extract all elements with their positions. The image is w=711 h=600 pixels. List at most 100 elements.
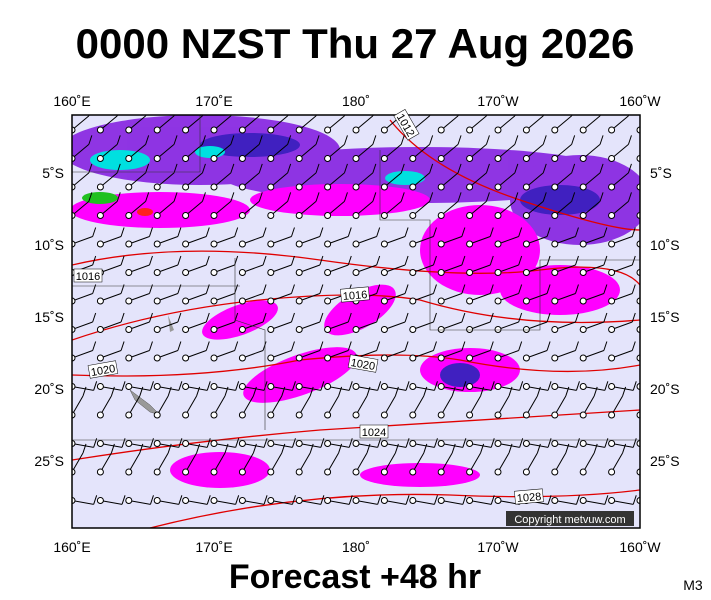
wind-barb	[441, 350, 463, 359]
station	[608, 326, 616, 333]
station	[409, 240, 417, 248]
wind-barb	[611, 236, 633, 245]
station	[380, 240, 388, 248]
wind-barb	[546, 255, 551, 266]
wind-barb	[489, 227, 494, 237]
lat-label: 5˚S	[650, 165, 672, 181]
wind-barb	[355, 395, 368, 416]
wind-barb	[234, 312, 239, 323]
wind-barb	[384, 350, 406, 359]
station	[125, 411, 133, 419]
wind-barb	[599, 135, 604, 145]
wind-barb	[423, 443, 428, 454]
wind-barb	[327, 172, 345, 188]
wind-barb	[574, 227, 579, 237]
lat-label: 15˚S	[34, 309, 64, 325]
wind-barb	[258, 135, 263, 145]
isobar-label: 1020	[90, 363, 116, 379]
wind-barb	[355, 443, 378, 448]
wind-barb	[72, 386, 94, 391]
station	[579, 497, 587, 504]
wind-barb	[100, 386, 123, 391]
wind-barb	[309, 386, 314, 397]
wind-barb	[185, 200, 203, 216]
wind-barb	[489, 284, 494, 294]
wind-barb	[611, 293, 633, 302]
wind-barb	[457, 192, 462, 202]
station	[352, 155, 360, 162]
station	[210, 411, 218, 419]
wind-barb	[213, 321, 235, 330]
wind-barb	[185, 115, 203, 131]
wind-barb	[281, 386, 286, 397]
wind-barb	[514, 192, 519, 202]
station	[466, 440, 474, 447]
station	[608, 155, 616, 162]
wind-barb	[128, 172, 146, 188]
wind-barb	[343, 163, 348, 174]
wind-barb	[270, 115, 288, 131]
wind-barb	[554, 500, 577, 505]
wind-barb	[262, 312, 267, 323]
wind-barb	[88, 163, 93, 174]
wind-barb	[372, 135, 377, 145]
wind-barb	[583, 500, 605, 505]
station	[295, 354, 303, 362]
wind-barb	[128, 236, 150, 245]
wind-barb	[242, 350, 264, 359]
wind-barb	[128, 200, 146, 216]
station	[210, 126, 218, 134]
wind-barb	[440, 395, 453, 416]
wind-barb	[412, 350, 434, 359]
wind-barb	[384, 143, 402, 159]
wind-barb	[372, 163, 377, 174]
wind-barb	[639, 214, 640, 216]
wind-barb	[440, 200, 459, 216]
station	[579, 326, 587, 333]
wind-barb	[299, 293, 321, 302]
wind-barb	[497, 236, 519, 245]
station	[466, 240, 474, 248]
wind-barb	[639, 300, 640, 301]
wind-barb	[72, 321, 93, 330]
wind-barb	[583, 386, 605, 391]
wind-barb	[485, 163, 490, 174]
wind-barb	[263, 381, 268, 391]
station	[96, 183, 104, 191]
wind-barb	[661, 256, 664, 265]
station	[153, 383, 161, 390]
wind-barb	[128, 293, 150, 302]
wind-barb	[348, 381, 353, 391]
wind-barb	[100, 321, 122, 330]
wind-barb	[128, 395, 141, 416]
station	[267, 269, 275, 276]
station	[125, 440, 133, 447]
wind-barb	[177, 341, 182, 351]
wind-barb	[298, 143, 317, 159]
station	[295, 411, 303, 419]
station	[238, 354, 246, 362]
station	[437, 326, 445, 333]
wind-barb	[526, 321, 548, 330]
station	[295, 468, 303, 476]
lat-label: 5˚S	[42, 165, 64, 181]
lon-label: 160˚E	[53, 93, 90, 109]
station	[96, 155, 104, 162]
station	[324, 326, 332, 333]
wind-barb	[128, 321, 150, 330]
station	[153, 183, 161, 191]
wind-barb	[469, 443, 492, 448]
isobar-label: 1028	[516, 491, 541, 505]
station	[466, 354, 474, 362]
wind-barb	[120, 227, 125, 237]
wind-barb	[156, 143, 175, 159]
station	[522, 155, 530, 162]
station	[324, 183, 332, 191]
wind-barb	[148, 227, 153, 237]
wind-barb	[554, 172, 572, 188]
lat-label: 25˚S	[34, 453, 64, 469]
wind-barb	[583, 321, 605, 330]
station	[579, 411, 587, 419]
station	[608, 468, 616, 476]
station	[295, 126, 303, 134]
